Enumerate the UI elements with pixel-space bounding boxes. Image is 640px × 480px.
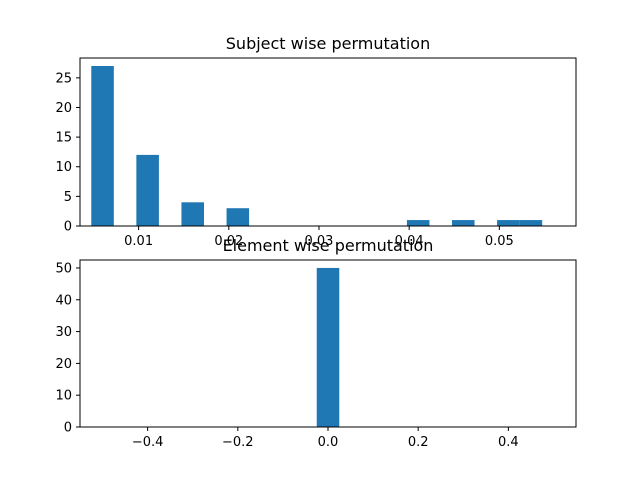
subject-wise-y-tick-label-0: 0 bbox=[64, 220, 72, 235]
subject-wise-y-tick-label-2: 10 bbox=[55, 160, 72, 175]
subject-wise-bar-1 bbox=[136, 154, 159, 226]
element-wise-x-tick-label-4: 0.4 bbox=[498, 435, 519, 450]
element-wise-x-tick-label-2: 0.0 bbox=[318, 435, 339, 450]
subject-wise-title: Subject wise permutation bbox=[226, 34, 430, 53]
subject-wise-bars bbox=[91, 66, 543, 226]
element-wise-y-tick-label-1: 10 bbox=[55, 389, 72, 404]
element-wise-bars bbox=[316, 267, 340, 427]
subject-wise-x-tick-label-0: 0.01 bbox=[124, 234, 153, 249]
element-wise-title: Element wise permutation bbox=[223, 236, 434, 255]
element-wise-y-tick-label-5: 50 bbox=[55, 261, 72, 276]
element-wise-y-tick-label-4: 40 bbox=[55, 293, 72, 308]
element-wise-y-tick-label-3: 30 bbox=[55, 325, 72, 340]
subject-wise-bar-3 bbox=[226, 208, 250, 226]
subject-wise-y-tick-label-5: 25 bbox=[55, 71, 72, 86]
element-wise-x-tick-label-0: −0.4 bbox=[132, 435, 164, 450]
subject-wise-bar-5 bbox=[452, 220, 475, 226]
subject-wise-y-tick-label-3: 15 bbox=[55, 131, 72, 146]
subject-wise-bar-4 bbox=[406, 220, 430, 226]
subject-wise-y-tick-label-4: 20 bbox=[55, 101, 72, 116]
element-wise-bar-0 bbox=[316, 267, 340, 427]
subject-wise-x-tick-label-1: 0.02 bbox=[214, 234, 243, 249]
element-wise-x-tick-label-3: 0.2 bbox=[408, 435, 429, 450]
subject-wise-y-tick-label-1: 5 bbox=[64, 190, 72, 205]
subject-wise-bar-7 bbox=[519, 220, 543, 226]
element-wise-x-tick-label-1: −0.2 bbox=[222, 435, 254, 450]
element-wise-axes: −0.4 −0.2 0.0 0.2 0.4 0 10 20 30 40 50 bbox=[55, 259, 577, 450]
subject-wise-axes-frame bbox=[79, 57, 577, 227]
subject-wise-x-tick-label-2: 0.03 bbox=[305, 234, 334, 249]
element-wise-chart: −0.4 −0.2 0.0 0.2 0.4 0 10 20 30 40 50 Element wis… bbox=[55, 236, 577, 450]
subject-wise-bar-6 bbox=[497, 220, 520, 226]
subject-wise-axes: 0.01 0.02 0.03 0.04 0.05 0 5 10 15 20 25 bbox=[55, 57, 577, 249]
subject-wise-chart: 0.01 0.02 0.03 0.04 0.05 0 5 10 15 20 25 Subject w… bbox=[55, 34, 577, 249]
subject-wise-x-tick-label-3: 0.04 bbox=[395, 234, 424, 249]
element-wise-y-tick-label-0: 0 bbox=[64, 421, 72, 436]
subject-wise-bar-2 bbox=[181, 202, 204, 226]
subject-wise-bar-0 bbox=[91, 66, 114, 226]
element-wise-y-tick-label-2: 20 bbox=[55, 357, 72, 372]
subject-wise-x-tick-label-4: 0.05 bbox=[485, 234, 514, 249]
